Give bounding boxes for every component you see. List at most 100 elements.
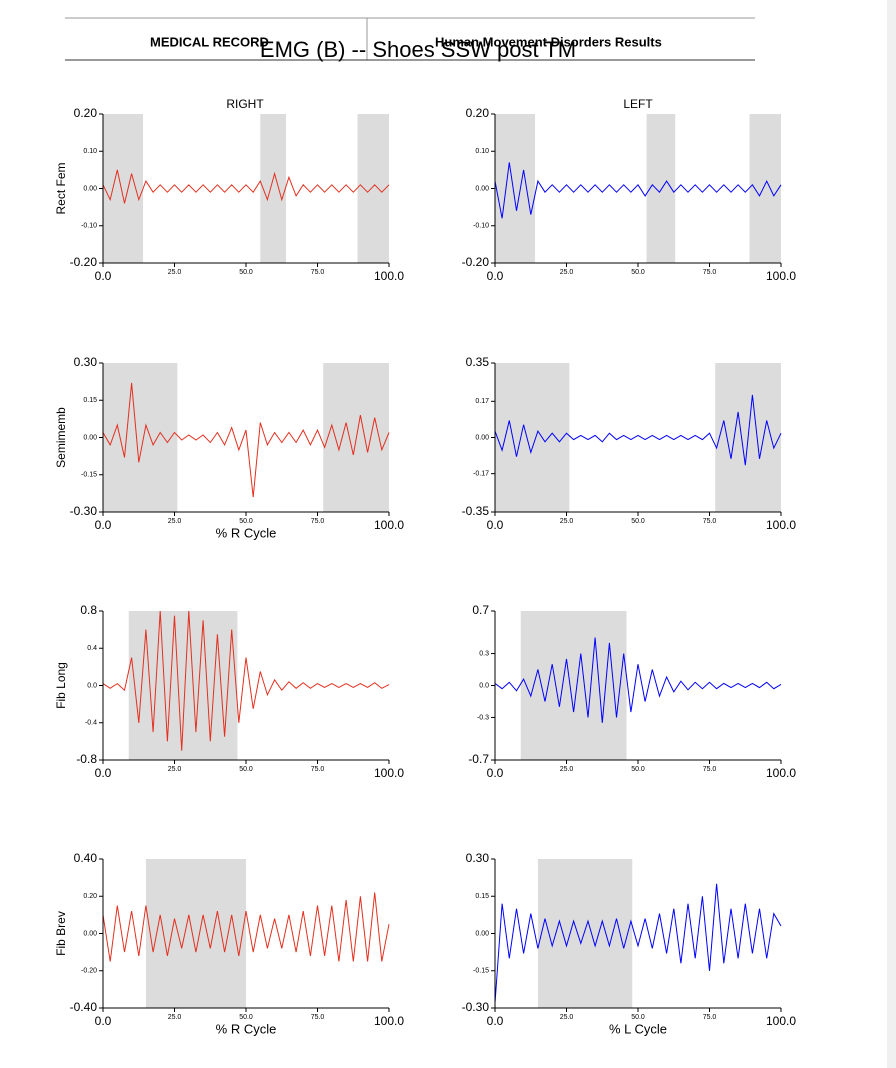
x-tick-label: 25.0 — [560, 269, 574, 276]
x-tick-label: 25.0 — [168, 269, 182, 276]
header-left: MEDICAL RECORD — [150, 34, 269, 49]
emg-trace — [102, 892, 390, 962]
y-tick-label: 0.7 — [472, 603, 489, 617]
stance-band — [357, 114, 389, 263]
stance-band — [103, 363, 178, 512]
x-tick-label: 0.0 — [487, 766, 504, 780]
y-tick-label: -0.10 — [81, 223, 97, 230]
y-tick-label: -0.30 — [70, 504, 98, 518]
x-tick-label: 75.0 — [703, 1014, 717, 1021]
y-tick-label: 0.10 — [83, 148, 97, 155]
y-tick-label: 0.00 — [83, 185, 97, 192]
y-tick-label: -0.15 — [473, 968, 489, 975]
x-tick-label: 100.0 — [766, 518, 796, 532]
y-tick-label: -0.30 — [462, 1000, 490, 1014]
x-tick-label: 50.0 — [239, 1014, 253, 1021]
y-axis-label: Fib Long — [54, 662, 68, 709]
stance-band — [646, 114, 676, 263]
y-tick-label: 0.20 — [466, 106, 490, 120]
emg-trace — [102, 382, 390, 498]
x-tick-label: 100.0 — [374, 269, 404, 283]
x-tick-label: 0.0 — [487, 518, 504, 532]
y-tick-label: 0.00 — [475, 930, 489, 937]
x-tick-label: 75.0 — [703, 766, 717, 773]
x-axis-label: % R Cycle — [216, 1021, 277, 1036]
x-axis-label: % L Cycle — [609, 1021, 667, 1036]
x-tick-label: 25.0 — [168, 1014, 182, 1021]
x-axis-label: % R Cycle — [216, 525, 277, 540]
y-tick-label: 0.00 — [475, 185, 489, 192]
page-edge — [887, 0, 896, 1068]
y-tick-label: 0.40 — [74, 851, 98, 865]
y-tick-label: 0.20 — [74, 106, 98, 120]
y-tick-label: -0.3 — [477, 714, 489, 721]
y-tick-label: -0.20 — [81, 968, 97, 975]
y-tick-label: 0.30 — [74, 355, 98, 369]
x-tick-label: 50.0 — [631, 766, 645, 773]
y-tick-label: -0.35 — [462, 504, 490, 518]
y-axis-label: Fib Brev — [54, 911, 68, 956]
stance-band — [128, 611, 238, 760]
x-tick-label: 75.0 — [311, 269, 325, 276]
y-tick-label: -0.15 — [81, 472, 97, 479]
x-tick-label: 50.0 — [631, 518, 645, 525]
x-tick-label: 0.0 — [487, 269, 504, 283]
x-tick-label: 0.0 — [95, 1014, 112, 1028]
x-tick-label: 75.0 — [311, 518, 325, 525]
x-tick-label: 100.0 — [374, 518, 404, 532]
y-tick-label: -0.40 — [70, 1000, 98, 1014]
x-tick-label: 50.0 — [631, 269, 645, 276]
y-tick-label: 0.10 — [475, 148, 489, 155]
x-tick-label: 25.0 — [560, 766, 574, 773]
x-tick-label: 50.0 — [239, 269, 253, 276]
x-tick-label: 25.0 — [560, 1014, 574, 1021]
stance-band — [145, 859, 246, 1008]
emg-trace — [494, 883, 782, 1004]
emg-trace — [102, 610, 390, 751]
x-tick-label: 75.0 — [703, 518, 717, 525]
x-tick-label: 100.0 — [766, 269, 796, 283]
x-tick-label: 75.0 — [311, 766, 325, 773]
x-tick-label: 75.0 — [311, 1014, 325, 1021]
y-tick-label: 0.17 — [475, 398, 489, 405]
stance-band — [260, 114, 287, 263]
y-tick-label: 0.15 — [475, 893, 489, 900]
header-right: Human Movement Disorders Results — [435, 34, 662, 49]
y-tick-label: 0.00 — [475, 434, 489, 441]
y-tick-label: 0.35 — [466, 355, 490, 369]
column-header: RIGHT — [226, 97, 264, 111]
emg-trace — [494, 637, 782, 723]
y-axis-label: Rect Fem — [54, 162, 68, 214]
y-tick-label: 0.8 — [80, 603, 97, 617]
y-tick-label: 0.00 — [83, 434, 97, 441]
emg-trace — [494, 162, 782, 219]
y-tick-label: 0.30 — [466, 851, 490, 865]
y-tick-label: 0.0 — [87, 682, 97, 689]
y-tick-label: 0.0 — [479, 682, 489, 689]
x-tick-label: 100.0 — [374, 1014, 404, 1028]
x-tick-label: 100.0 — [374, 766, 404, 780]
y-tick-label: 0.00 — [83, 930, 97, 937]
x-tick-label: 0.0 — [487, 1014, 504, 1028]
stance-band — [495, 363, 570, 512]
y-tick-label: -0.17 — [473, 471, 489, 478]
y-axis-label: Semimemb — [54, 407, 68, 468]
y-tick-label: 0.3 — [479, 650, 489, 657]
x-tick-label: 0.0 — [95, 518, 112, 532]
stance-band — [103, 114, 144, 263]
x-tick-label: 25.0 — [168, 518, 182, 525]
y-tick-label: 0.4 — [87, 645, 97, 652]
x-tick-label: 100.0 — [766, 766, 796, 780]
y-tick-label: -0.8 — [76, 752, 97, 766]
x-tick-label: 100.0 — [766, 1014, 796, 1028]
x-tick-label: 50.0 — [239, 766, 253, 773]
emg-trace — [102, 169, 390, 204]
stance-band — [537, 859, 633, 1008]
y-tick-label: 0.15 — [83, 397, 97, 404]
y-tick-label: 0.20 — [83, 893, 97, 900]
y-tick-label: -0.10 — [473, 223, 489, 230]
page-title: EMG (B) -- Shoes SSW post TM — [260, 37, 576, 62]
x-tick-label: 0.0 — [95, 269, 112, 283]
